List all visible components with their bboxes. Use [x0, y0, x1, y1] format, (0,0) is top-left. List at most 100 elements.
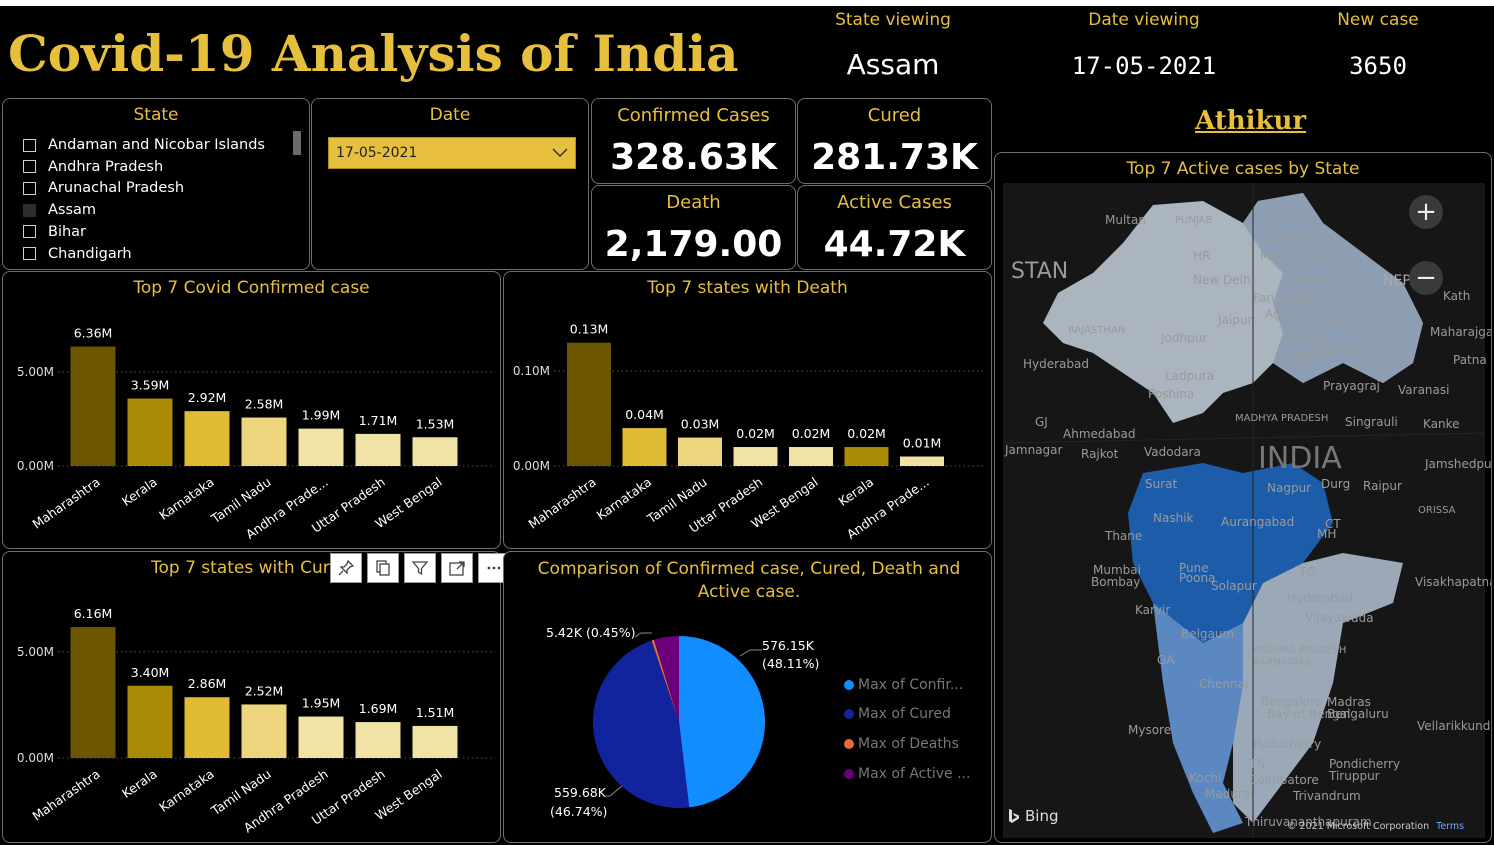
- map-place-label: Thiruvananthapuram: [1245, 815, 1372, 829]
- bar[interactable]: [900, 456, 944, 466]
- map-place-label: Gwalior: [1285, 333, 1331, 347]
- bar[interactable]: [412, 437, 458, 466]
- state-slicer: State Andaman and Nicobar Islands Andhra …: [2, 98, 310, 270]
- confirmed-bar-chart: Top 7 Covid Confirmed case 0.00M 5.00M 6.3…: [2, 271, 501, 549]
- zoom-in-button[interactable]: +: [1409, 195, 1443, 229]
- focus-mode-icon[interactable]: [441, 553, 473, 583]
- copy-icon[interactable]: [367, 553, 399, 583]
- data-label: 1.71M: [359, 413, 398, 428]
- data-label: 6.36M: [74, 326, 113, 341]
- y-tick-label: 0.00M: [17, 751, 54, 765]
- legend-marker: [844, 679, 854, 690]
- date-dropdown[interactable]: 17-05-2021: [328, 137, 576, 169]
- map-place-label: New Delhi: [1193, 273, 1254, 287]
- data-label: 3.59M: [131, 378, 170, 393]
- map-place-label: Chennai: [1199, 677, 1249, 691]
- state-option[interactable]: Andaman and Nicobar Islands: [23, 134, 265, 156]
- map-place-label: Nagpur: [1267, 481, 1312, 495]
- date-slicer-title: Date: [429, 105, 471, 125]
- map-place-label: Belgaum: [1181, 627, 1235, 641]
- map-place-label: Kochi: [1189, 771, 1222, 785]
- legend-item[interactable]: Max of Deaths: [844, 729, 970, 759]
- data-label: 0.03M: [681, 417, 720, 432]
- map-place-label: UP: [1371, 317, 1388, 331]
- pie-legend: Max of Confir... Max of Cured Max of Death…: [844, 670, 970, 788]
- kpi-confirmed-card: Confirmed Cases 328.63K: [591, 98, 796, 184]
- data-label: 0.02M: [792, 426, 831, 441]
- bar[interactable]: [355, 433, 401, 466]
- checkbox[interactable]: [23, 247, 36, 260]
- checkbox[interactable]: [23, 203, 36, 217]
- state-option-label: Assam: [48, 202, 97, 219]
- bar[interactable]: [567, 342, 611, 466]
- death-bar-plot: 0.00M0.10M0.13MMaharashtra0.04MKarnataka…: [513, 322, 986, 542]
- bar[interactable]: [184, 411, 230, 466]
- filter-icon[interactable]: [404, 553, 436, 583]
- map-place-label: Prayagraj: [1323, 379, 1381, 393]
- state-slicer-scrollbar[interactable]: [293, 131, 301, 155]
- new-case-label: New case: [1337, 10, 1419, 30]
- state-viewing-value: Assam: [846, 48, 940, 81]
- bar[interactable]: [733, 447, 778, 466]
- legend-item[interactable]: Max of Active ...: [844, 759, 970, 789]
- bar[interactable]: [184, 697, 230, 758]
- bar[interactable]: [127, 685, 173, 758]
- bar[interactable]: [127, 398, 173, 466]
- bar[interactable]: [70, 346, 116, 466]
- kpi-active-card: Active Cases 44.72K: [797, 185, 992, 270]
- state-option[interactable]: Assam: [23, 199, 96, 221]
- pie-slice[interactable]: [653, 636, 679, 722]
- terms-link[interactable]: Terms: [1436, 821, 1465, 832]
- y-tick-label: 0.00M: [513, 459, 550, 473]
- data-label: 6.16M: [74, 606, 113, 621]
- x-tick-label: Karnataka: [156, 474, 217, 523]
- pie-slice[interactable]: [593, 640, 690, 808]
- bar[interactable]: [844, 447, 889, 466]
- chart-title: Top 7 states with Death: [647, 278, 848, 298]
- x-tick-label: Maharashtra: [525, 474, 598, 532]
- state-option[interactable]: Bihar: [23, 221, 86, 243]
- map-place-label: Jamshedpur: [1425, 457, 1492, 471]
- bar[interactable]: [241, 417, 287, 466]
- india-map[interactable]: [1003, 183, 1485, 838]
- map-place-label: TN: [1249, 757, 1266, 771]
- checkbox[interactable]: [23, 160, 36, 174]
- chevron-down-icon[interactable]: [551, 143, 569, 161]
- zoom-out-button[interactable]: −: [1409, 261, 1443, 295]
- checkbox[interactable]: [23, 225, 36, 239]
- map-place-label: Dehra Dun: [1268, 231, 1333, 245]
- map-place-label: Mysore: [1128, 723, 1172, 737]
- legend-marker: [844, 709, 854, 720]
- pie-slice[interactable]: [679, 636, 765, 808]
- leader-line: [634, 632, 652, 638]
- bar[interactable]: [622, 428, 667, 466]
- bar[interactable]: [355, 722, 401, 758]
- checkbox[interactable]: [23, 138, 36, 152]
- map-place-label: Nashik: [1153, 511, 1194, 525]
- bar[interactable]: [298, 716, 344, 758]
- state-option[interactable]: Andhra Pradesh: [23, 156, 163, 178]
- slice-value-label: 5.42K (0.45%): [546, 625, 635, 640]
- bar[interactable]: [678, 437, 722, 466]
- pin-icon[interactable]: [330, 553, 362, 583]
- legend-item[interactable]: Max of Cured: [844, 700, 970, 730]
- checkbox[interactable]: [23, 181, 36, 195]
- bar[interactable]: [789, 447, 833, 466]
- bar[interactable]: [241, 704, 287, 758]
- map-place-label: Bengaluru: [1327, 707, 1389, 721]
- bar[interactable]: [298, 428, 344, 466]
- pie-plot: 576.15K (48.11%) 559.68K (46.74%) 5.42K (0.4…: [546, 625, 819, 819]
- data-label: 1.53M: [416, 416, 455, 431]
- author-link[interactable]: Athikur: [1195, 106, 1307, 136]
- state-option[interactable]: Chandigarh: [23, 243, 132, 265]
- data-label: 2.86M: [188, 676, 227, 691]
- bar[interactable]: [70, 627, 116, 758]
- data-label: 2.58M: [245, 397, 284, 412]
- map-place-label: Multan: [1105, 213, 1146, 227]
- state-option[interactable]: Arunachal Pradesh: [23, 177, 184, 199]
- bar[interactable]: [412, 725, 458, 758]
- map-place-label: GJ: [1035, 415, 1048, 429]
- legend-item[interactable]: Max of Confir...: [844, 670, 970, 700]
- pie-slice[interactable]: [651, 639, 679, 722]
- kpi-cured-value: 281.73K: [811, 137, 978, 178]
